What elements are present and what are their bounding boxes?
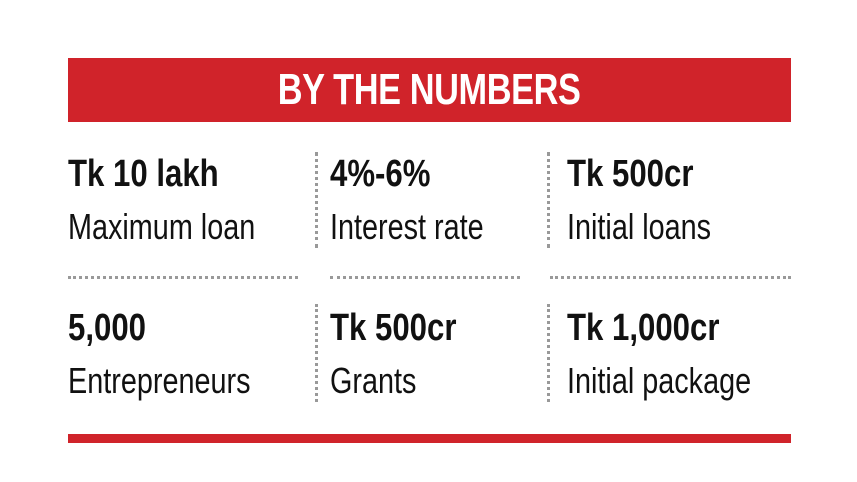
stat-value: 4%-6% (330, 153, 431, 195)
divider (315, 152, 318, 248)
stat-value: Tk 500cr (567, 153, 694, 195)
stat-label: Initial loans (567, 206, 712, 247)
header-title: BY THE NUMBERS (278, 65, 581, 114)
divider (330, 276, 520, 279)
stat-value: 5,000 (68, 307, 146, 349)
stat-value: Tk 500cr (330, 307, 457, 349)
stat: Tk 500cr Grants (330, 304, 570, 406)
stat-label: Initial package (567, 360, 752, 401)
divider (315, 304, 318, 402)
stat-label: Maximum loan (68, 206, 256, 247)
stat: 5,000 Entrepreneurs (68, 304, 308, 406)
bottom-rule (68, 434, 791, 443)
stat-label: Grants (330, 360, 417, 401)
stat: Tk 500cr Initial loans (567, 150, 807, 252)
stat: 4%-6% Interest rate (330, 150, 570, 252)
divider (68, 276, 298, 279)
stat-value: Tk 1,000cr (567, 307, 720, 349)
divider (547, 304, 550, 402)
stat-label: Interest rate (330, 206, 484, 247)
divider (550, 276, 791, 279)
divider (547, 152, 550, 248)
stat: Tk 10 lakh Maximum loan (68, 150, 308, 252)
header-banner: BY THE NUMBERS (68, 58, 791, 122)
stat: Tk 1,000cr Initial package (567, 304, 807, 406)
stat-label: Entrepreneurs (68, 360, 251, 401)
stat-value: Tk 10 lakh (68, 153, 219, 195)
